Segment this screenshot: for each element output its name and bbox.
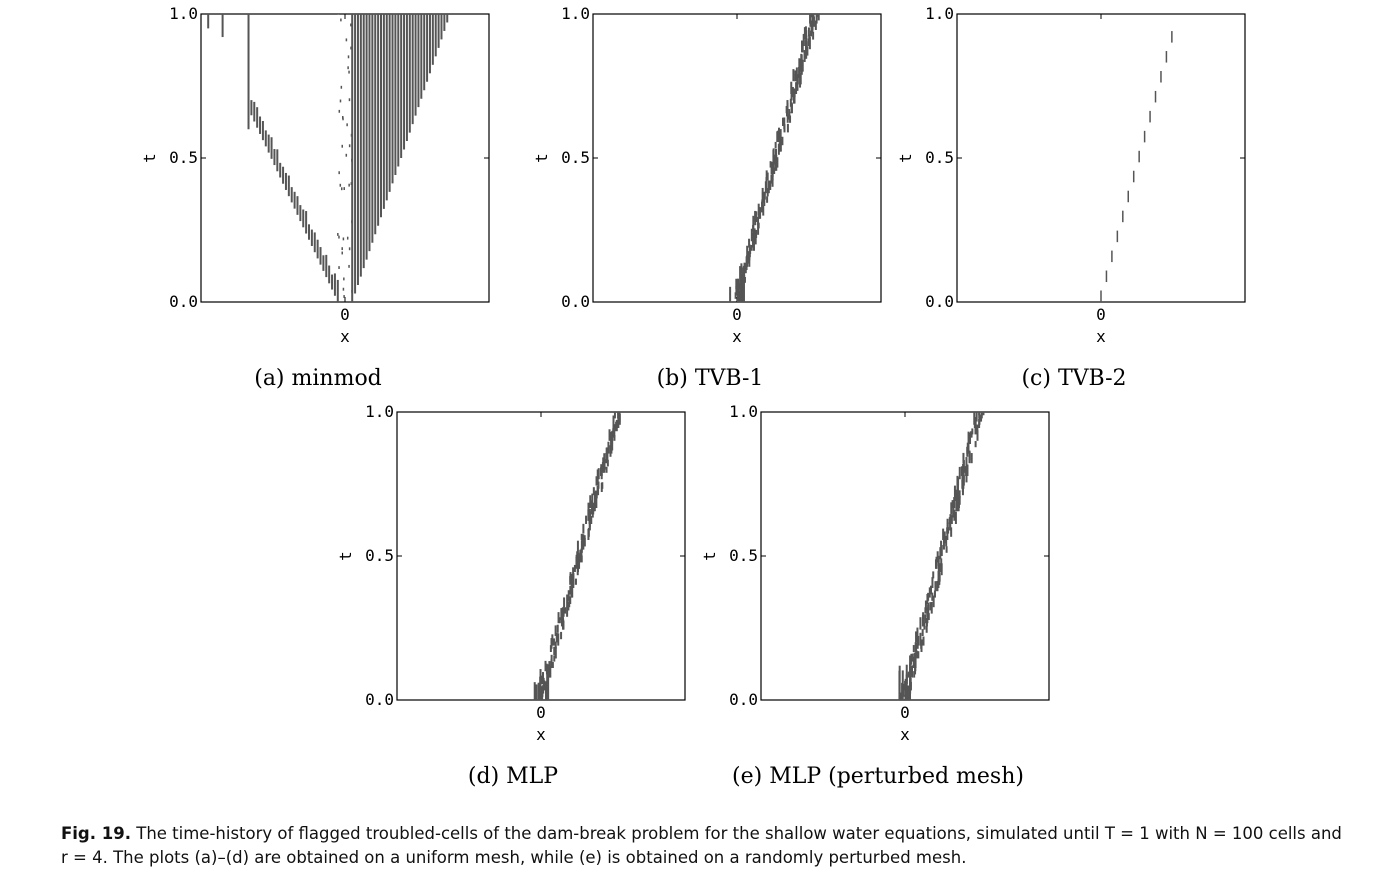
y-tick-label: 1.0 bbox=[925, 4, 954, 23]
y-tick-label: 0.0 bbox=[925, 292, 954, 311]
y-tick-label: 1.0 bbox=[365, 402, 394, 421]
caption-line-2: r = 4. The plots (a)–(d) are obtained on… bbox=[61, 848, 967, 867]
x-axis-label: x bbox=[900, 725, 910, 744]
y-tick-label: 0.5 bbox=[365, 546, 394, 565]
x-axis-label: x bbox=[1096, 327, 1106, 346]
chart-svg-a: 0.0 0.5 1.0 0 x t bbox=[140, 4, 490, 346]
x-tick-label: 0 bbox=[340, 305, 350, 324]
chart-panel-d: 0.0 0.5 1.0 0 x t (d) MLP bbox=[336, 402, 686, 789]
flagged-cells-group bbox=[207, 14, 449, 302]
y-tick-label: 0.5 bbox=[925, 148, 954, 167]
y-tick-label: 0.5 bbox=[561, 148, 590, 167]
chart-svg-e: 0.0 0.5 1.0 0 x t bbox=[700, 402, 1050, 744]
y-tick-label: 0.5 bbox=[169, 148, 198, 167]
flagged-cells-group bbox=[898, 412, 985, 700]
x-tick-label: 0 bbox=[1096, 305, 1106, 324]
y-axis-label: t bbox=[700, 551, 719, 561]
plot-frame bbox=[760, 411, 1050, 701]
flagged-cells-group bbox=[729, 14, 820, 302]
x-tick-label: 0 bbox=[732, 305, 742, 324]
subcaption-b: (b) TVB-1 bbox=[656, 366, 764, 391]
subcaption-d: (d) MLP bbox=[467, 764, 559, 789]
x-tick-label: 0 bbox=[536, 703, 546, 722]
y-tick-label: 1.0 bbox=[169, 4, 198, 23]
chart-svg-d: 0.0 0.5 1.0 0 x t bbox=[336, 402, 686, 744]
chart-panel-a: 0.0 0.5 1.0 0 x t (a) minmod bbox=[0, 0, 520, 400]
y-axis-label: t bbox=[532, 153, 551, 163]
flagged-cells-group bbox=[533, 412, 621, 700]
subcaption-c: (c) TVB-2 bbox=[1021, 366, 1127, 391]
caption-line-1: Fig. 19. The time-history of flagged tro… bbox=[61, 822, 1342, 846]
y-tick-label: 1.0 bbox=[729, 402, 758, 421]
y-tick-label: 0.0 bbox=[169, 292, 198, 311]
y-axis-label: t bbox=[896, 153, 915, 163]
caption-text-1: The time-history of flagged troubled-cel… bbox=[136, 824, 1342, 843]
chart-panel-e: 0.0 0.5 1.0 0 x t (e) MLP (perturbed mesh) bbox=[700, 402, 1050, 789]
y-tick-label: 0.0 bbox=[365, 690, 394, 709]
chart-panel-c: 0.0 0.5 1.0 0 x t (c) TVB-2 bbox=[0, 0, 1396, 400]
chart-panel-b: 0.0 0.5 1.0 0 x t (b) TVB-1 bbox=[0, 0, 1396, 400]
subcaption-a: (a) minmod bbox=[254, 366, 382, 391]
chart-svg-b: 0.0 0.5 1.0 0 x t bbox=[532, 4, 882, 346]
chart-svg-c: 0.0 0.5 1.0 0 x t bbox=[896, 4, 1246, 346]
flagged-cells-group bbox=[1100, 31, 1173, 302]
y-tick-label: 1.0 bbox=[561, 4, 590, 23]
y-axis-label: t bbox=[140, 153, 159, 163]
y-tick-label: 0.0 bbox=[561, 292, 590, 311]
y-tick-label: 0.5 bbox=[729, 546, 758, 565]
figure-caption: Fig. 19. The time-history of flagged tro… bbox=[61, 822, 1342, 870]
x-axis-label: x bbox=[340, 327, 350, 346]
x-axis-label: x bbox=[536, 725, 546, 744]
subcaption-e: (e) MLP (perturbed mesh) bbox=[732, 764, 1024, 789]
y-axis-label: t bbox=[336, 551, 355, 561]
x-tick-label: 0 bbox=[900, 703, 910, 722]
y-tick-label: 0.0 bbox=[729, 690, 758, 709]
x-axis-label: x bbox=[732, 327, 742, 346]
figure-label: Fig. 19. bbox=[61, 824, 131, 843]
